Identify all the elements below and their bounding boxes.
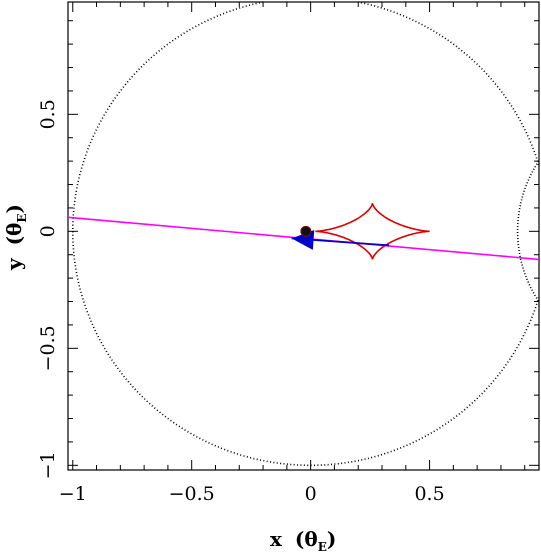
x-axis-label: x (θE): [270, 527, 336, 554]
y-tick-label: 0: [37, 225, 59, 237]
caustic-curve: [315, 202, 430, 260]
critical-curve: [72, 1, 540, 467]
x-axis-ticks: −1 −0.5 0 0.5: [59, 2, 526, 505]
y-tick-label: −0.5: [37, 325, 59, 371]
x-tick-label: −1: [59, 483, 87, 505]
y-axis-label: y (θE): [2, 204, 29, 271]
lens-marker: [300, 225, 312, 237]
plot-frame: [67, 1, 540, 471]
x-tick-label: 0.5: [414, 483, 444, 505]
y-tick-label: −1: [37, 451, 59, 479]
x-tick-label: −0.5: [169, 483, 215, 505]
critical-curve-side-lobe: [516, 160, 540, 302]
x-tick-label: 0: [305, 483, 317, 505]
y-axis-ticks: −1 −0.5 0 0.5: [37, 20, 539, 479]
y-tick-label: 0.5: [37, 99, 59, 129]
